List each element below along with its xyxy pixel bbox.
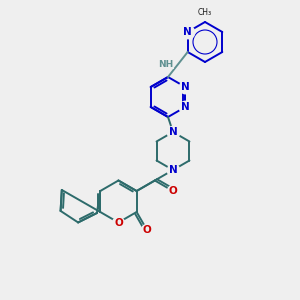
Text: N: N	[169, 165, 177, 175]
Text: N: N	[183, 27, 192, 37]
Text: O: O	[114, 218, 123, 227]
Text: N: N	[169, 127, 177, 137]
Text: NH: NH	[159, 60, 174, 69]
Text: O: O	[143, 225, 152, 235]
Text: O: O	[169, 186, 177, 196]
Text: CH₃: CH₃	[198, 8, 212, 17]
Text: N: N	[181, 82, 190, 92]
Text: N: N	[181, 102, 190, 112]
